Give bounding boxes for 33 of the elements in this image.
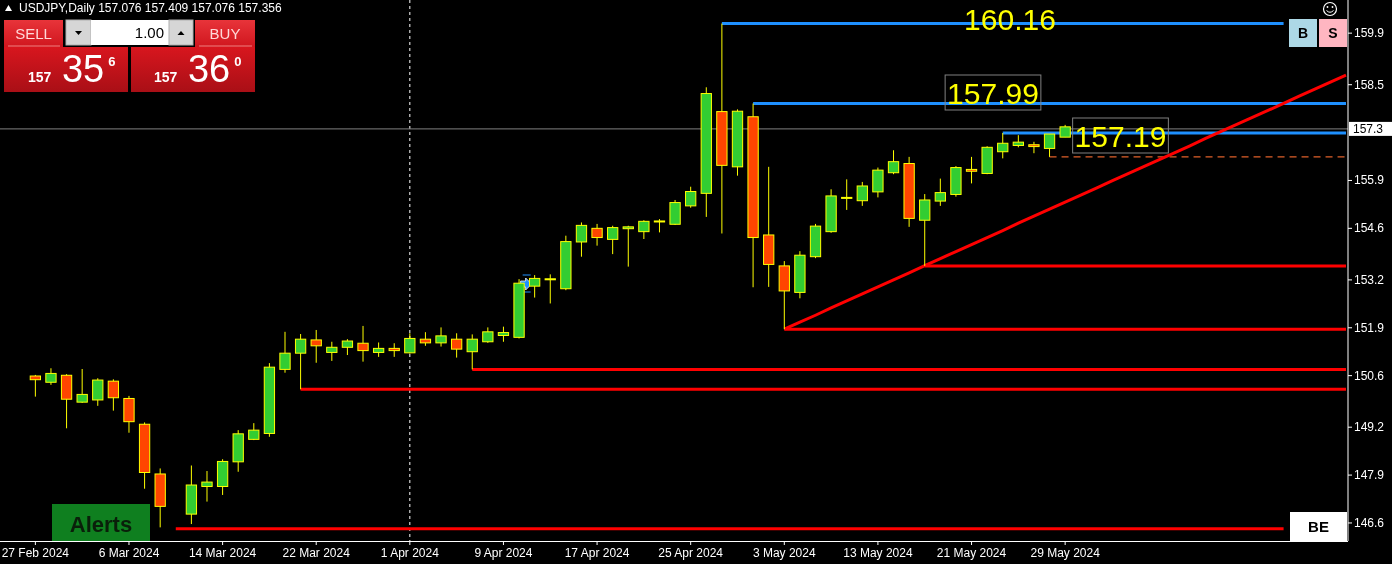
annotation: SELL — [15, 25, 52, 42]
annotation: B — [1297, 25, 1309, 41]
x-tick-label: 6 Mar 2024 — [98, 546, 160, 560]
y-tick-label: 158.5 — [1354, 77, 1385, 92]
y-tick-label: 154.6 — [1354, 221, 1385, 236]
x-tick-label: 3 May 2024 — [752, 546, 816, 560]
annotation: 1.00 — [134, 24, 164, 41]
annotation: S — [1328, 25, 1338, 41]
y-tick-label: 153.2 — [1354, 272, 1385, 287]
annotation: BE — [1308, 518, 1329, 535]
annotation: BUY — [209, 25, 241, 42]
x-tick-label: 13 May 2024 — [843, 546, 913, 560]
x-tick-label: 14 Mar 2024 — [188, 546, 257, 560]
x-tick-label: 25 Apr 2024 — [658, 546, 724, 560]
x-tick-label: 29 May 2024 — [1030, 546, 1101, 560]
chart-title: USDJPY,Daily 157.076 157.409 157.076 157.356 — [19, 1, 282, 15]
y-tick-label: 149.2 — [1354, 420, 1385, 435]
x-tick-label: 9 Apr 2024 — [474, 546, 533, 560]
y-tick-label: 147.9 — [1354, 468, 1385, 483]
x-tick-label: 17 Apr 2024 — [564, 546, 630, 560]
y-tick-label: 155.9 — [1354, 173, 1385, 188]
ref-line-label: 157.3 — [1353, 121, 1384, 136]
annotation: 157 36$^{0}$ — [154, 48, 242, 90]
y-tick-label: 151.9 — [1354, 320, 1385, 335]
y-tick-label: 150.6 — [1354, 368, 1385, 383]
annotation: Alerts — [69, 512, 133, 537]
x-tick-label: 21 May 2024 — [936, 546, 1007, 560]
x-tick-label: 22 Mar 2024 — [282, 546, 351, 560]
annotation: 157 35$^{6}$ — [28, 48, 116, 90]
y-tick-label: 159.9 — [1354, 26, 1385, 41]
x-tick-label: 27 Feb 2024 — [1, 546, 70, 560]
x-tick-label: 1 Apr 2024 — [380, 546, 440, 560]
y-tick-label: 146.6 — [1354, 515, 1385, 530]
